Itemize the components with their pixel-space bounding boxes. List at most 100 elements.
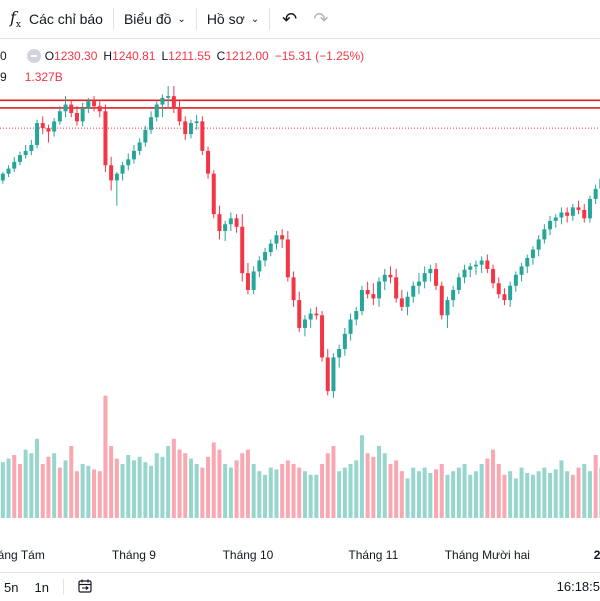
candle-body [188,123,193,135]
volume-bar [548,473,553,518]
candle-body [394,277,399,299]
candle-body [154,104,159,118]
low-value: 1211.55 [168,49,211,63]
volume-bar [52,453,57,518]
volume-bar [217,449,222,518]
volume-bar [223,464,228,518]
bottom-divider [62,579,64,595]
volume-bar [320,464,325,518]
volume-bar [302,471,307,518]
candle-body [149,117,154,130]
volume-bar [131,460,136,518]
volume-bar [154,453,159,518]
volume-bar [240,453,245,518]
low-label: L [161,49,169,63]
volume-bar [377,446,382,518]
open-value: 1230.30 [54,49,98,63]
volume-bar [23,449,28,518]
volume-bar [263,474,268,518]
candle-body [217,214,222,231]
volume-bars-layer [0,395,600,518]
volume-bar [576,467,581,518]
volume-bar [160,456,165,518]
volume-bar [593,455,598,518]
goto-date-button[interactable] [70,579,100,596]
volume-bar [46,456,51,518]
volume-bar [35,438,40,518]
candle-body [502,294,507,301]
volume-fragment: 9 [0,70,7,84]
candle-body [114,173,119,181]
volume-bar [439,464,444,518]
volume-bar [553,469,558,518]
time-axis-label: Tháng Tám [0,548,45,562]
candle-body [194,121,199,124]
volume-bar [245,449,250,518]
volume-bar [388,464,393,518]
candle-body [206,150,211,174]
range-1d-button[interactable]: 1n [34,579,49,595]
candle-body [576,207,581,210]
candle-body [525,257,530,267]
volume-bar [280,464,285,518]
volume-bar [0,462,5,518]
volume-bar [109,446,114,518]
undo-icon[interactable]: ↶ [282,8,298,29]
candle-body [456,277,461,290]
volume-bar [411,467,416,518]
indicators-button[interactable]: fx Các chỉ báo [0,0,113,38]
minus-icon[interactable] [26,49,41,63]
candle-body [297,300,302,328]
chevron-down-icon: ⌄ [177,13,186,25]
candle-body [131,150,136,160]
candle-body [35,123,40,146]
candle-body [365,289,370,295]
volume-bar [200,467,205,518]
candle-body [23,150,28,156]
candle-body [200,121,205,151]
candle-body [582,209,587,219]
volume-bar [513,478,518,518]
volume-bar [188,458,193,518]
candle-body [251,271,256,290]
candle-body [593,188,598,199]
indicators-label: Các chỉ báo [29,11,103,27]
calendar-icon [78,579,92,593]
toolbar-divider [195,8,197,30]
range-5d-button[interactable]: 5n [4,579,19,595]
volume-bar [268,467,273,518]
chevron-down-icon: ⌄ [250,13,260,25]
candle-body [268,243,273,253]
candle-body [211,173,216,215]
candles-layer [0,86,600,398]
volume-bar [211,442,216,518]
candle-body [548,220,553,230]
clock-time: 16:18:5 [556,579,600,594]
profile-menu-label: Hồ sơ [206,11,245,27]
volume-bar [337,471,342,518]
candle-body [52,121,57,132]
candle-body [274,235,279,244]
volume-bar [508,471,513,518]
volume-bar [194,464,199,518]
volume-bar [183,453,188,518]
volume-bar [297,467,302,518]
candle-body [302,319,307,328]
candle-body [12,161,17,169]
chart-menu-button[interactable]: Biểu đồ ⌄ [114,0,196,38]
candle-body [342,333,347,349]
profile-menu-button[interactable]: Hồ sơ ⌄ [197,0,269,38]
volume-bar [416,471,421,518]
price-chart[interactable]: Tháng Tám Tháng 9 Tháng 10 Tháng 11 Tháng Mư… [0,38,600,572]
candle-body [0,173,5,181]
high-value: 1240.81 [112,49,156,63]
candle-body [291,277,296,301]
volume-bar [325,453,330,518]
redo-icon[interactable]: ↷ [313,8,329,29]
candle-body [86,101,91,109]
toolbar-divider [269,8,271,30]
volume-bar [342,467,347,518]
volume-bar [371,456,376,518]
toolbar-divider [112,8,114,30]
volume-bar [206,456,211,518]
